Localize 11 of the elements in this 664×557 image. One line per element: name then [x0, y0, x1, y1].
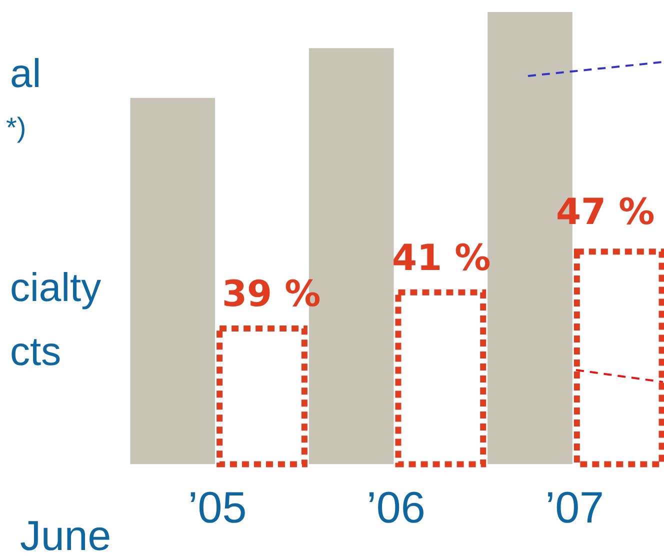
annotation: 39 %: [222, 274, 321, 315]
annotation: 47 %: [556, 192, 655, 233]
annotation: 41 %: [392, 238, 491, 279]
x-axis-title: June: [20, 512, 112, 557]
x-tick-label: ’07: [545, 484, 604, 533]
text: *): [6, 112, 26, 144]
text: cialty: [10, 266, 102, 311]
x-tick-label: ’06: [366, 484, 426, 533]
text: cts: [10, 330, 62, 375]
text: al: [10, 52, 42, 97]
x-tick-label: ’05: [188, 484, 247, 533]
